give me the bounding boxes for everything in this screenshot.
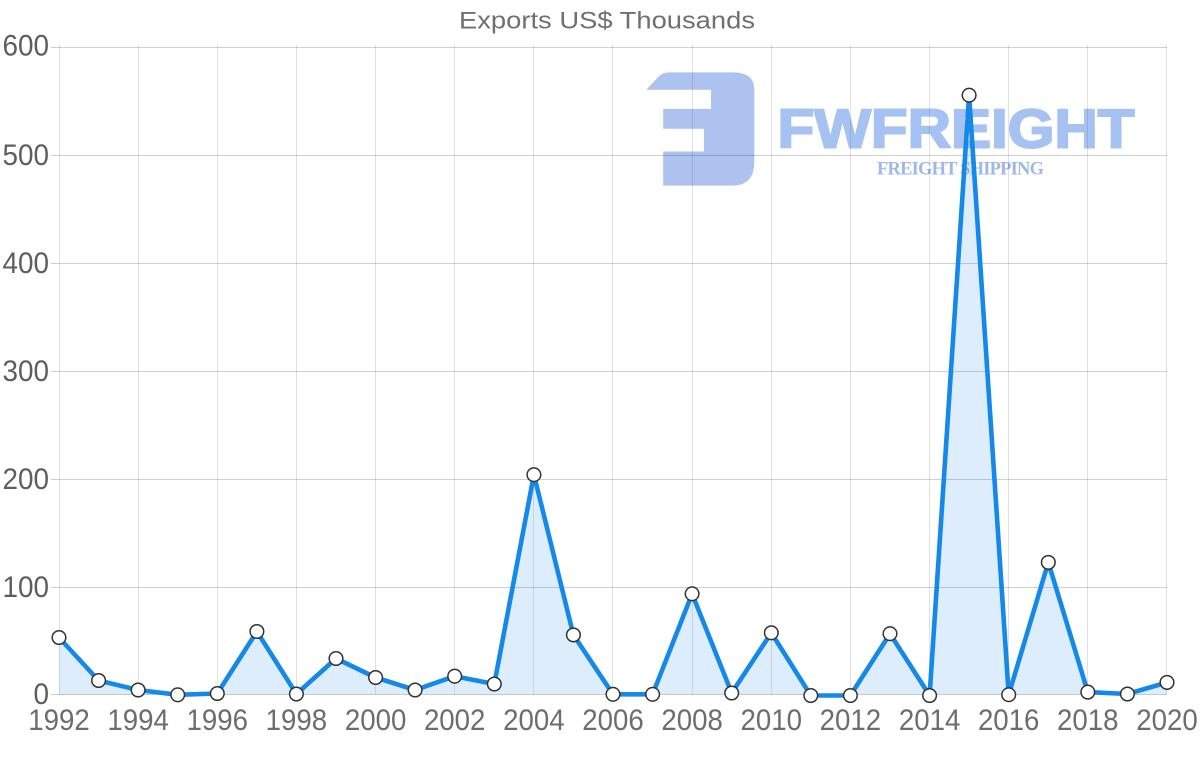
svg-text:1992: 1992 (28, 704, 90, 737)
svg-text:2000: 2000 (345, 704, 407, 737)
svg-text:2008: 2008 (661, 704, 723, 737)
svg-text:FREIGHT SHIPPING: FREIGHT SHIPPING (877, 160, 1044, 180)
svg-text:2020: 2020 (1136, 704, 1198, 737)
svg-text:2002: 2002 (424, 704, 486, 737)
svg-text:1998: 1998 (266, 704, 328, 737)
svg-text:600: 600 (3, 29, 50, 62)
svg-text:100: 100 (3, 571, 50, 604)
svg-text:1996: 1996 (187, 704, 249, 737)
svg-text:200: 200 (3, 463, 50, 496)
svg-text:1994: 1994 (107, 704, 169, 737)
svg-text:Exports US$ Thousands: Exports US$ Thousands (459, 8, 755, 35)
svg-text:2016: 2016 (978, 704, 1040, 737)
svg-text:400: 400 (3, 247, 50, 280)
svg-text:500: 500 (3, 139, 50, 172)
svg-text:2012: 2012 (820, 704, 882, 737)
svg-text:2004: 2004 (503, 704, 565, 737)
svg-text:2014: 2014 (899, 704, 961, 737)
svg-text:2006: 2006 (582, 704, 644, 737)
svg-text:2018: 2018 (1057, 704, 1119, 737)
svg-text:0: 0 (34, 678, 50, 711)
svg-text:FWFREIGHT: FWFREIGHT (778, 98, 1135, 160)
svg-text:300: 300 (3, 355, 50, 388)
svg-text:2010: 2010 (741, 704, 803, 737)
